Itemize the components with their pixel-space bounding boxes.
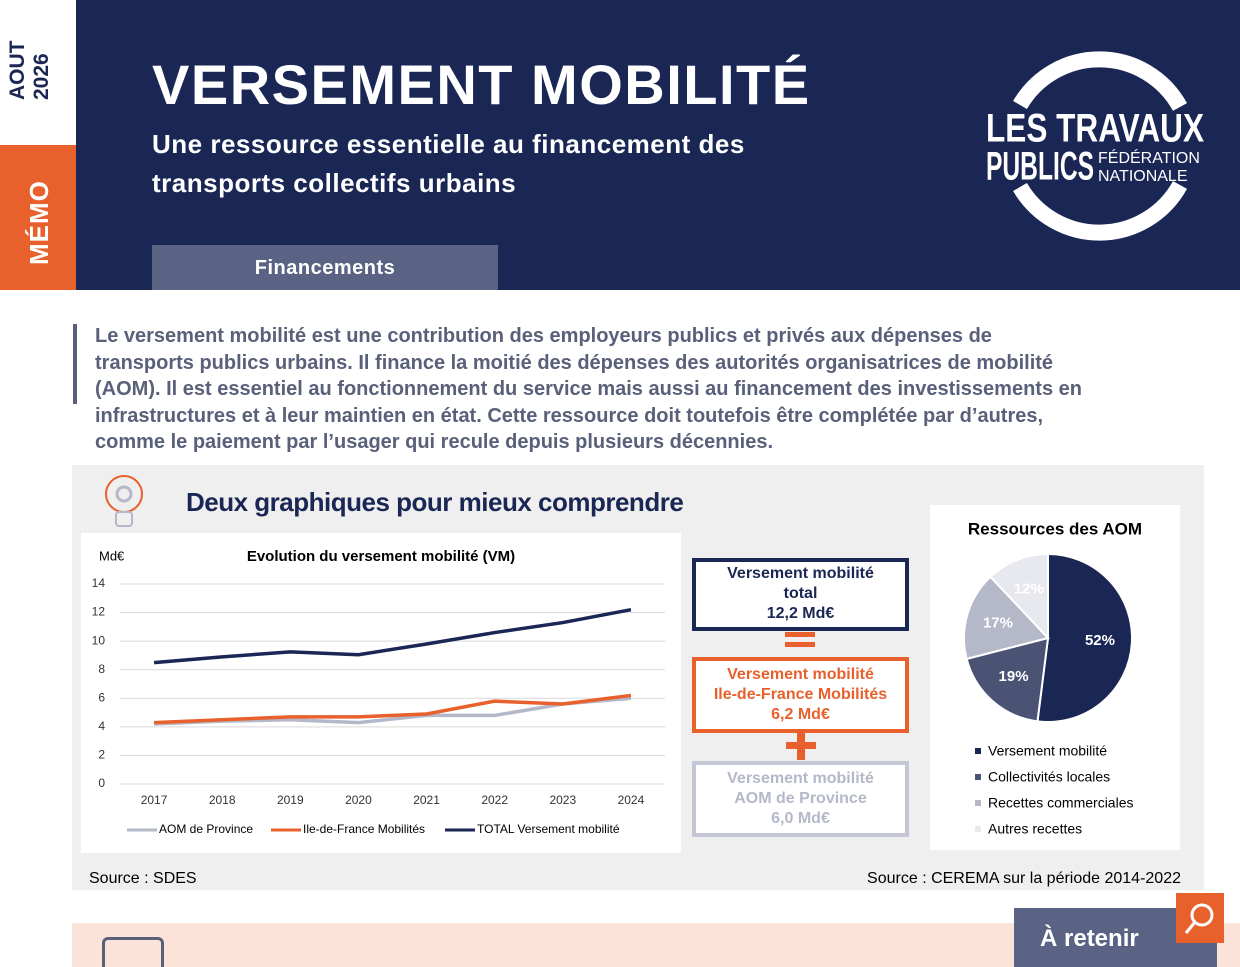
legend-label: Recettes commerciales <box>988 795 1134 811</box>
legend-label: Versement mobilité <box>988 743 1107 759</box>
year: 2026 <box>30 53 53 100</box>
y-tick-label: 2 <box>98 748 105 762</box>
y-tick-label: 10 <box>92 633 106 647</box>
plus-v <box>797 731 805 760</box>
intro-line: transports publics urbains. Il finance l… <box>95 351 1054 374</box>
x-tick-label: 2018 <box>209 793 236 807</box>
y-tick-label: 4 <box>98 719 105 733</box>
pie-label: 19% <box>999 668 1029 685</box>
y-tick-label: 14 <box>92 576 106 590</box>
legend-swatch <box>975 800 981 806</box>
legend-label: TOTAL Versement mobilité <box>477 822 620 836</box>
date: AOUT 2026 <box>6 10 54 101</box>
box-line: Versement mobilité <box>727 565 874 582</box>
logo-arc <box>1013 181 1188 241</box>
intro-line: Le versement mobilité est une contributi… <box>95 325 992 347</box>
pie-slice <box>965 636 1050 723</box>
box-idf: Versement mobilité Ile-de-France Mobilité… <box>692 657 909 733</box>
legend-label: Ile-de-France Mobilités <box>303 822 425 836</box>
box-line: total <box>783 585 818 602</box>
x-tick-label: 2022 <box>481 793 508 807</box>
intro-line: comme le paiement par l’usager qui recul… <box>95 431 774 454</box>
intro-line: infrastructures et à leur maintien en ét… <box>95 404 1044 427</box>
box-line: 6,0 Md€ <box>771 810 830 827</box>
pie-label: 17% <box>983 614 1013 631</box>
y-tick-label: 12 <box>92 605 106 619</box>
subtitle-line: Une ressource essentielle au financement… <box>152 129 745 159</box>
x-tick-label: 2021 <box>413 793 440 807</box>
box-line: 12,2 Md€ <box>766 605 835 622</box>
pie-slice <box>1036 552 1133 723</box>
box-total: Versement mobilité total 12,2 Md€ <box>692 558 909 631</box>
y-tick-label: 6 <box>98 690 105 704</box>
source: Source : SDES <box>89 870 197 887</box>
x-tick-label: 2020 <box>345 793 372 807</box>
line-chart: Evolution du versement mobilité (VM) Md€ 0… <box>81 533 681 853</box>
x-tick-label: 2024 <box>618 793 645 807</box>
box-province: Versement mobilité AOM de Province 6,0 Md€ <box>692 761 909 837</box>
series-line <box>153 607 632 665</box>
equals-sign <box>785 632 815 637</box>
logo-text: FÉDÉRATION <box>1098 148 1200 167</box>
logo-text: NATIONALE <box>1098 168 1188 185</box>
box-line: Ile-de-France Mobilités <box>713 686 888 703</box>
quote-bar <box>73 324 77 404</box>
intro-line: (AOM). Il est essentiel au fonctionnemen… <box>95 378 1082 401</box>
intro: Le versement mobilité est une contributi… <box>95 323 1082 456</box>
logo-text: PUBLICS <box>986 145 1094 189</box>
pie-slice <box>989 552 1049 641</box>
legend-label: Collectivités locales <box>988 769 1110 785</box>
y-tick-label: 8 <box>98 662 105 676</box>
logo-arc <box>1013 51 1188 111</box>
legend-swatch <box>975 748 981 754</box>
legend-label: AOM de Province <box>159 822 253 836</box>
chart-title: Evolution du versement mobilité (VM) <box>247 548 515 565</box>
y-label: Md€ <box>99 548 125 563</box>
footer-icon <box>102 937 164 967</box>
section-title: Deux graphiques pour mieux comprendre <box>186 487 684 517</box>
source: Source : CEREMA sur la période 2014-2022 <box>867 870 1181 887</box>
x-tick-label: 2023 <box>549 793 576 807</box>
x-tick-label: 2019 <box>277 793 304 807</box>
subtitle: Une ressource essentielle au financement… <box>152 125 745 203</box>
pie-label: 12% <box>1014 581 1044 598</box>
pie-label: 52% <box>1085 632 1115 649</box>
legend-label: Autres recettes <box>988 821 1082 837</box>
box-line: Versement mobilité <box>727 666 874 683</box>
header <box>76 0 1240 290</box>
box-line: AOM de Province <box>734 790 867 807</box>
memo-label: MÉMO <box>24 180 54 265</box>
bulb-icon <box>105 475 143 527</box>
title: VERSEMENT MOBILITÉ <box>152 53 811 116</box>
pin-icon <box>1176 893 1224 943</box>
tag: Financements <box>152 245 498 290</box>
legend-swatch <box>975 774 981 780</box>
box-line: Versement mobilité <box>727 770 874 787</box>
series-line <box>153 693 632 725</box>
y-tick-label: 0 <box>98 776 105 790</box>
logo: LES TRAVAUX PUBLICS FÉDÉRATION NATIONALE <box>986 51 1204 241</box>
x-tick-label: 2017 <box>141 793 168 807</box>
chart-title: Ressources des AOM <box>968 519 1142 538</box>
month: AOUT <box>6 40 29 101</box>
pie-slice <box>963 575 1050 661</box>
pie-chart: Ressources des AOM 52% Versement mobilité 1… <box>930 505 1180 850</box>
date-strip: AOUT 2026 <box>0 0 76 145</box>
subtitle-line: transports collectifs urbains <box>152 168 517 198</box>
legend-swatch <box>975 826 981 832</box>
memo-strip: MÉMO <box>0 145 76 290</box>
logo-text: LES TRAVAUX <box>986 107 1204 151</box>
box-line: 6,2 Md€ <box>771 706 830 723</box>
